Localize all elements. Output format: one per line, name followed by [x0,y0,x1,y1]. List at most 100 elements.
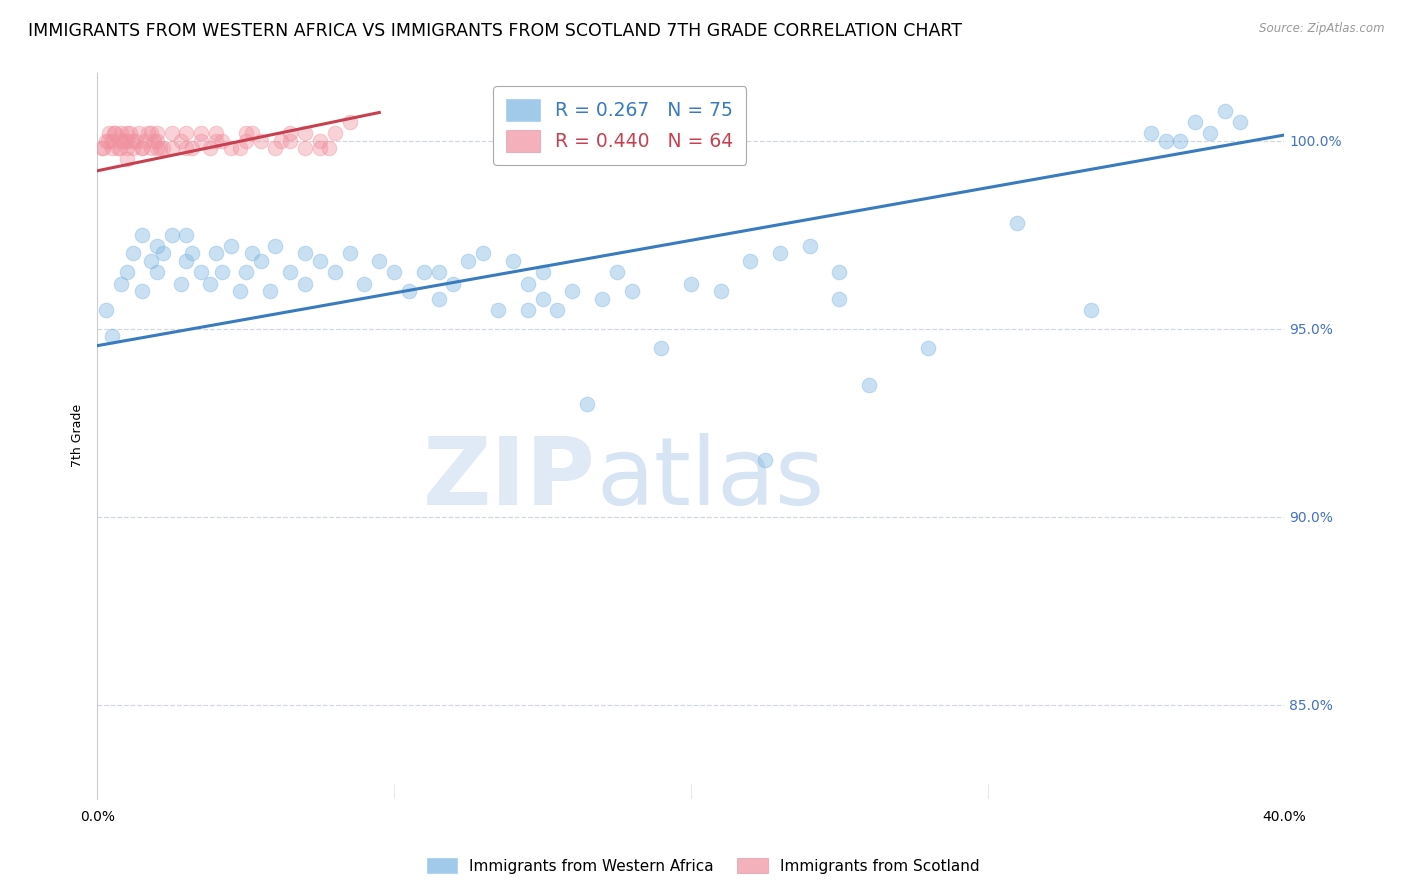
Point [353,277,375,291]
Point [917,341,939,355]
Point [146,126,169,140]
Point [205,134,228,148]
Point [1170,134,1192,148]
Text: 0.0%: 0.0% [80,810,115,824]
Point [240,126,263,140]
Point [146,239,169,253]
Point [176,141,198,155]
Point [160,126,183,140]
Point [769,246,792,260]
Legend: Immigrants from Western Africa, Immigrants from Scotland: Immigrants from Western Africa, Immigran… [420,852,986,880]
Point [294,277,316,291]
Point [176,227,198,242]
Point [249,134,271,148]
Point [176,126,198,140]
Point [176,254,198,268]
Point [323,265,346,279]
Point [1213,103,1236,118]
Point [125,134,148,148]
Point [443,277,465,291]
Point [318,141,340,155]
Point [249,254,271,268]
Point [131,141,153,155]
Point [190,265,212,279]
Point [1229,115,1251,129]
Text: Source: ZipAtlas.com: Source: ZipAtlas.com [1260,22,1385,36]
Point [190,134,212,148]
Point [309,141,332,155]
Point [146,141,169,155]
Point [115,153,138,167]
Point [561,284,583,298]
Point [264,239,287,253]
Point [142,134,165,148]
Point [606,265,628,279]
Point [620,284,643,298]
Point [531,265,554,279]
Point [115,126,138,140]
Point [709,284,731,298]
Point [339,115,361,129]
Point [103,126,125,140]
Point [427,265,450,279]
Point [110,126,132,140]
Point [112,134,135,148]
Point [115,265,138,279]
Point [339,246,361,260]
Point [398,284,420,298]
Point [1199,126,1222,140]
Point [309,254,332,268]
Point [90,141,112,155]
Point [115,141,138,155]
Point [412,265,434,279]
Point [110,277,132,291]
Point [211,134,233,148]
Point [108,141,131,155]
Text: IMMIGRANTS FROM WESTERN AFRICA VS IMMIGRANTS FROM SCOTLAND 7TH GRADE CORRELATION: IMMIGRANTS FROM WESTERN AFRICA VS IMMIGR… [28,22,962,40]
Point [294,126,316,140]
Point [136,126,159,140]
Point [235,265,257,279]
Point [181,246,204,260]
Point [740,254,762,268]
Point [368,254,391,268]
Point [107,141,129,155]
Point [754,453,776,467]
Point [149,141,172,155]
Point [229,284,252,298]
Point [128,126,150,140]
Point [205,126,228,140]
Point [858,378,880,392]
Point [679,277,702,291]
Point [152,246,174,260]
Point [134,134,156,148]
Point [146,265,169,279]
Legend: R = 0.267   N = 75, R = 0.440   N = 64: R = 0.267 N = 75, R = 0.440 N = 64 [494,86,747,165]
Point [139,126,162,140]
Point [169,134,191,148]
Point [457,254,479,268]
Point [101,141,124,155]
Point [278,126,301,140]
Point [1080,302,1102,317]
Point [516,277,538,291]
Point [169,277,191,291]
Text: atlas: atlas [596,434,824,525]
Point [181,141,204,155]
Point [101,329,124,343]
Point [97,134,120,148]
Point [278,265,301,279]
Point [486,302,509,317]
Point [229,141,252,155]
Point [146,134,169,148]
Point [235,134,257,148]
Point [294,246,316,260]
Point [198,277,221,291]
Text: 40.0%: 40.0% [1263,810,1306,824]
Point [259,284,281,298]
Point [309,134,332,148]
Point [211,265,233,279]
Point [122,141,145,155]
Point [591,292,613,306]
Point [205,246,228,260]
